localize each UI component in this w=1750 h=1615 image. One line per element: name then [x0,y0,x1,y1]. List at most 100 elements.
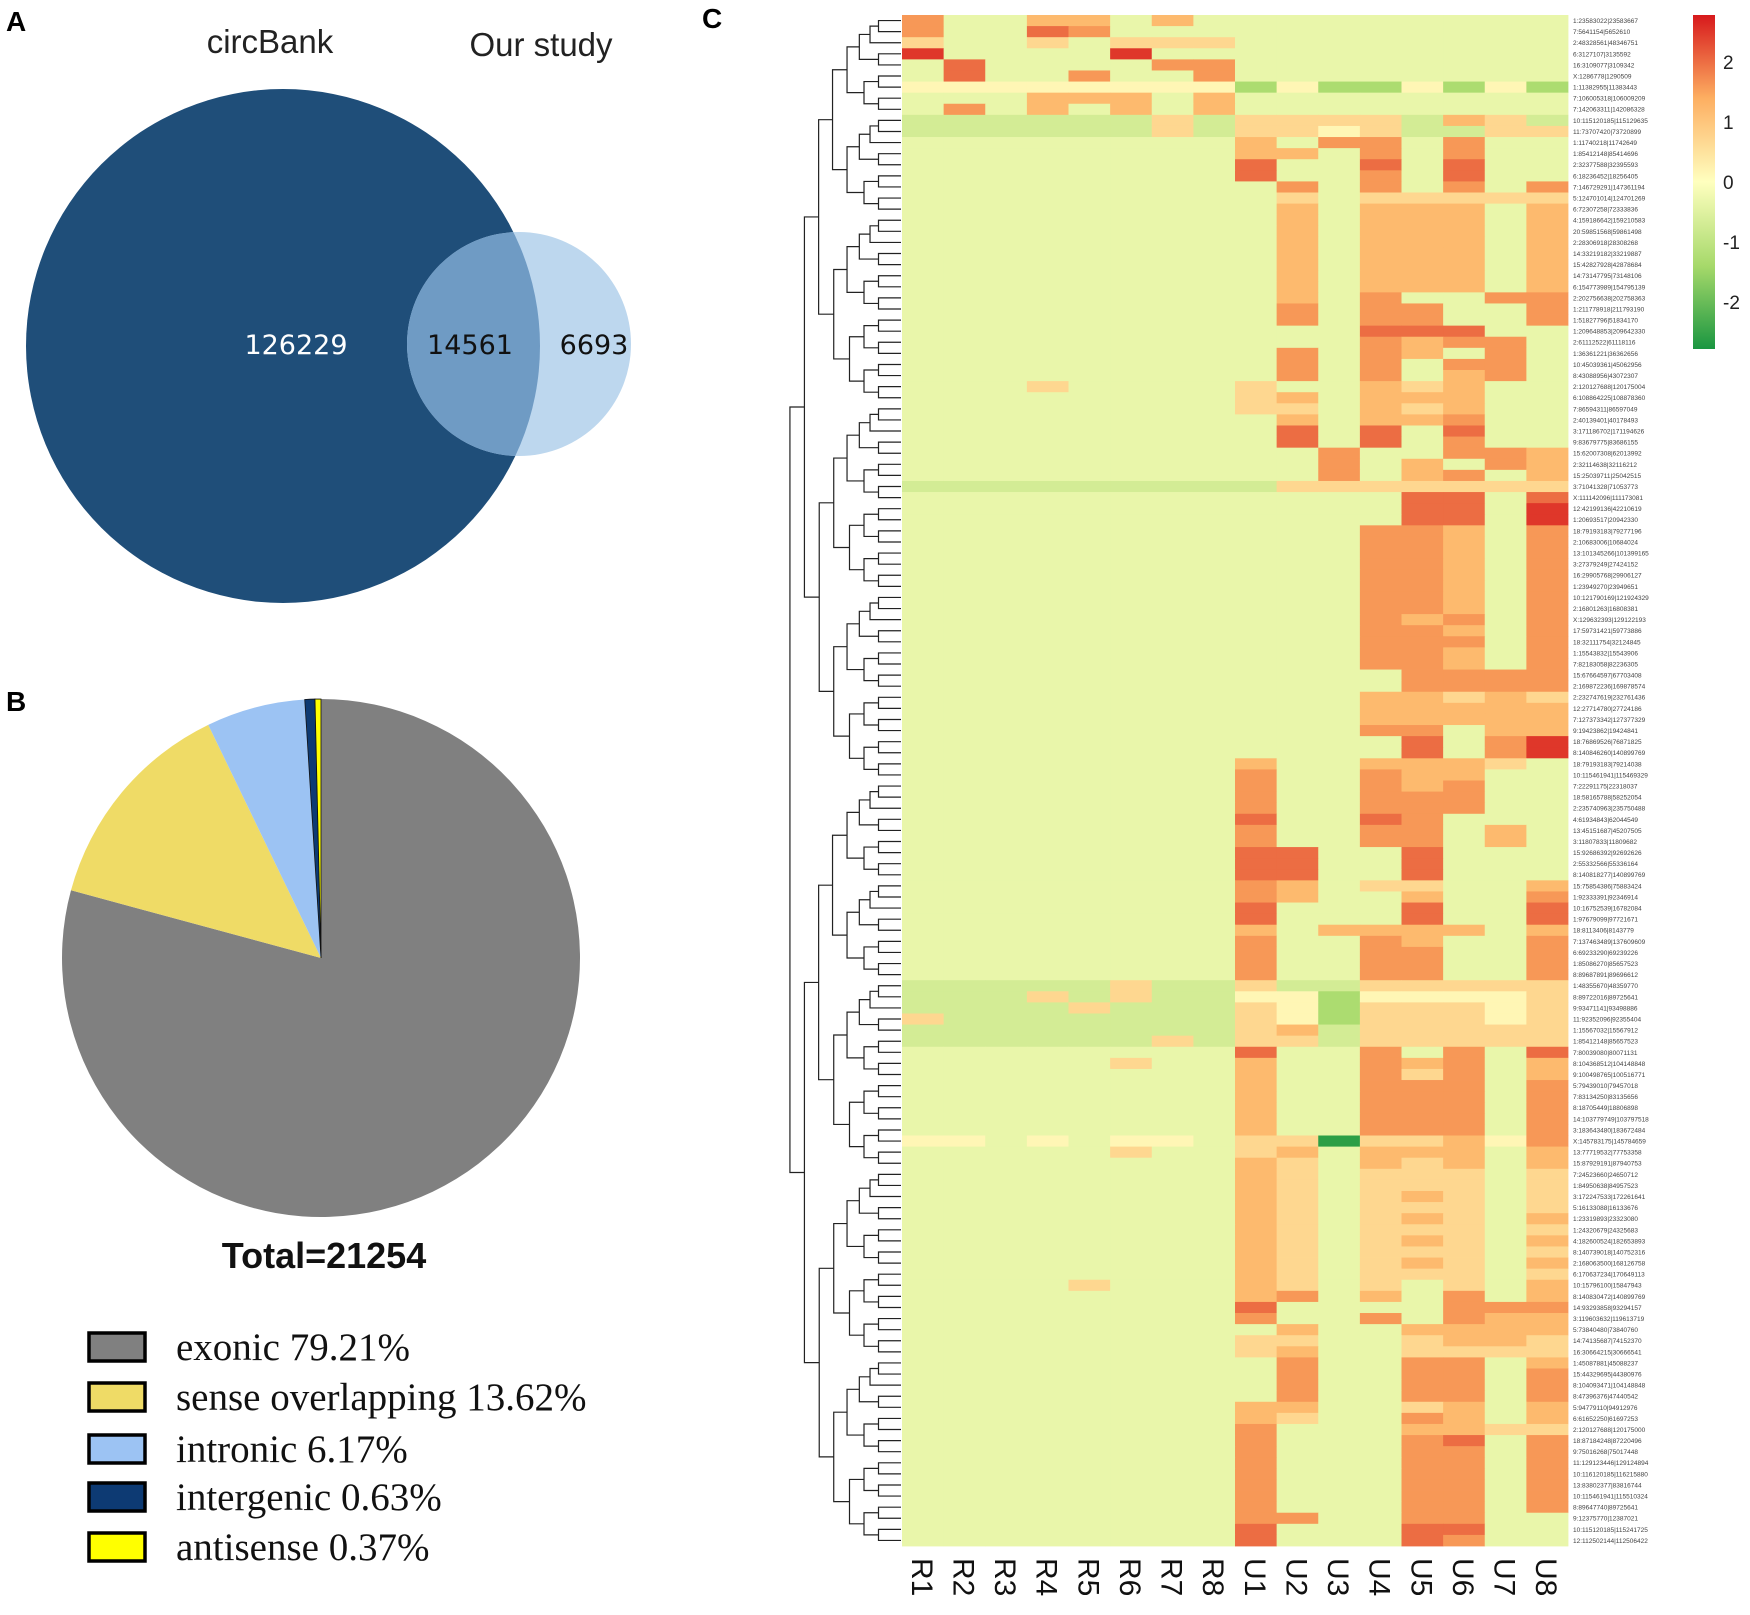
heatmap-cell [902,1357,945,1369]
heatmap-cell [1526,614,1569,626]
heatmap-cell [1235,225,1278,238]
heatmap-cell [1318,536,1361,548]
heatmap-cell [1526,1457,1569,1469]
heatmap-cell [1235,913,1278,926]
heatmap-cell [1276,1346,1319,1358]
heatmap-cell [1026,913,1069,926]
heatmap-cell [943,425,986,437]
row-label: 8:140830472|140899769 [1573,1294,1646,1301]
heatmap-cell [1151,325,1194,338]
dendrogram-branch [863,657,879,682]
heatmap-cell [1151,1368,1194,1380]
row-label: 3:27379249|27424152 [1573,562,1638,569]
column-label-U7: U7 [1488,1558,1521,1596]
heatmap-cell [1359,1501,1402,1514]
heatmap-cell [902,425,945,437]
heatmap-cell [1068,1379,1111,1392]
heatmap-cell [1526,1468,1569,1480]
heatmap-cell [1443,381,1486,393]
legend-label-intergenic: intergenic 0.63% [176,1476,442,1519]
heatmap-cell [1318,81,1361,94]
heatmap-cell [1193,70,1236,82]
heatmap-cell [1235,292,1278,304]
heatmap-cell [1276,991,1319,1003]
heatmap-cell [1235,880,1278,892]
dendrogram-branch [858,1376,879,1403]
heatmap-cell [1026,314,1069,327]
heatmap-cell [1110,1257,1153,1270]
heatmap-cell [1484,591,1527,604]
heatmap-cell [1359,103,1402,116]
heatmap-cell [1151,847,1194,859]
heatmap-cell [1526,924,1569,937]
heatmap-cell [1276,1057,1319,1070]
heatmap-cell [1484,824,1527,837]
heatmap-cell [985,580,1028,593]
heatmap-cell [1401,547,1444,560]
heatmap-cell [1068,358,1111,371]
heatmap-cell [1484,680,1527,693]
heatmap-cell [1151,547,1194,560]
heatmap-cell [1193,1135,1236,1147]
heatmap-cell [1068,1313,1111,1325]
heatmap-cell [1110,1346,1153,1358]
heatmap-cell [1401,1335,1444,1347]
heatmap-cell [1193,1446,1236,1458]
heatmap-cell [1443,780,1486,792]
heatmap-cell [1359,913,1402,926]
heatmap-cell [1276,680,1319,693]
heatmap-cell [1526,1379,1569,1392]
heatmap-cell [1401,680,1444,693]
heatmap-cell [1235,15,1278,27]
heatmap-cell [1359,1534,1402,1547]
heatmap-cell [1151,281,1194,293]
heatmap-cell [1193,625,1236,637]
heatmap-cell [985,935,1028,948]
heatmap-cell [1526,103,1569,116]
dendrogram-branch [877,840,901,854]
heatmap-cell [1151,125,1194,138]
heatmap-cell [1443,270,1486,282]
heatmap-cell [1026,403,1069,415]
heatmap-cell [985,614,1028,626]
heatmap-cell [902,1024,945,1037]
heatmap-cell [1276,325,1319,338]
heatmap-cell [1026,447,1069,460]
heatmap-cell [1443,292,1486,304]
heatmap-cell [1193,81,1236,94]
heatmap-cell [1401,1080,1444,1092]
heatmap-cell [1359,503,1402,515]
heatmap-cell [1401,1035,1444,1048]
heatmap-cell [1026,758,1069,770]
heatmap-cell [1443,591,1486,604]
heatmap-cell [1235,325,1278,338]
heatmap-cell [985,447,1028,460]
heatmap-cell [1359,1124,1402,1136]
heatmap-cell [1276,802,1319,815]
heatmap-cell [1151,447,1194,460]
row-label: 2:235740963|235750488 [1573,806,1646,813]
heatmap-cell [902,458,945,471]
heatmap-cell [1526,281,1569,293]
heatmap-cell [1235,1501,1278,1514]
heatmap-cell [1526,1068,1569,1081]
heatmap-cell [1484,691,1527,704]
heatmap-cell [1276,425,1319,437]
heatmap-cell [1026,303,1069,315]
heatmap-cell [1401,48,1444,60]
heatmap-cell [943,769,986,781]
heatmap-cell [1443,125,1486,138]
heatmap-cell [1318,1534,1361,1547]
heatmap-cell [1443,236,1486,249]
heatmap-cell [985,1435,1028,1447]
heatmap-cell [1359,81,1402,94]
dendrogram-branch [863,280,879,305]
heatmap-cell [1526,336,1569,349]
heatmap-cell [1235,980,1278,992]
heatmap-cell [1235,1512,1278,1525]
heatmap-cell [1526,669,1569,682]
heatmap-cell [1401,569,1444,582]
heatmap-cell [1026,924,1069,937]
heatmap-cell [902,1534,945,1547]
heatmap-cell [985,1168,1028,1181]
